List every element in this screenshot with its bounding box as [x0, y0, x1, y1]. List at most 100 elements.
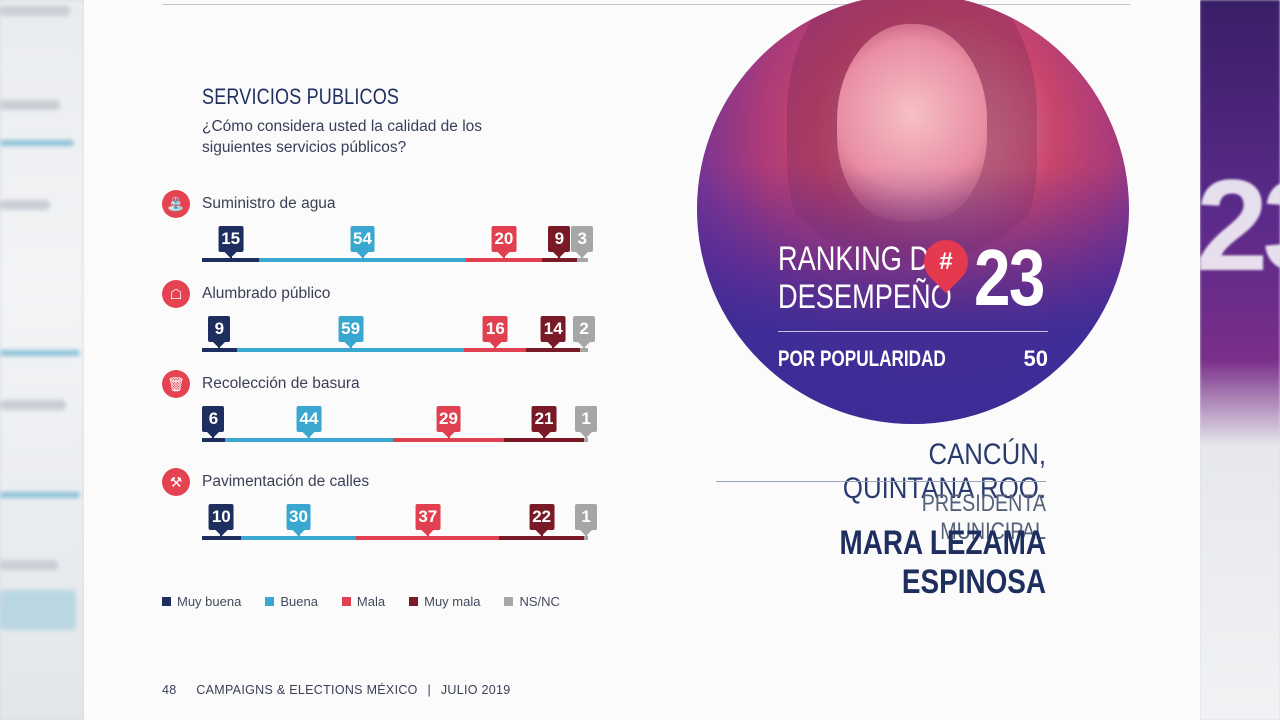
stacked-bar — [202, 348, 588, 352]
legend-swatch — [409, 597, 419, 606]
legend-swatch — [504, 597, 514, 606]
value-pin — [361, 252, 364, 260]
value-label: 9 — [548, 226, 571, 258]
bar-segment — [464, 348, 527, 352]
value-label: 14 — [540, 316, 566, 348]
popularity-value: 50 — [1023, 346, 1048, 371]
official-name: MARA LEZAMA ESPINOSA — [839, 524, 1046, 601]
service-label: Pavimentación de calles — [202, 473, 370, 490]
value-pin — [558, 252, 561, 260]
bar-segment — [499, 536, 585, 540]
value-pin — [308, 432, 310, 440]
value-pin — [583, 342, 586, 350]
value-pin — [220, 530, 223, 538]
legend-label: Muy buena — [177, 594, 242, 609]
legend-swatch — [265, 597, 275, 606]
city-name: CANCÚN, QUINTANA ROO. — [842, 438, 1046, 505]
stacked-bar — [202, 536, 588, 540]
bar-segment — [526, 348, 581, 352]
service-row: 🗑 Recolección de basura 6 44 29 21 1 — [162, 370, 612, 450]
section-title: SERVICIOS PUBLICOS — [202, 84, 400, 109]
portrait-gradient-overlay — [697, 0, 1129, 424]
value-pin — [229, 252, 232, 260]
legend-item: Buena — [265, 594, 318, 609]
bar-segment — [202, 258, 260, 262]
page-footer: 48 CAMPAIGNS & ELECTIONS MÉXICO | JULIO … — [162, 683, 511, 697]
value-label: 6 — [202, 406, 225, 438]
value-pin — [585, 432, 588, 440]
value-pin — [212, 432, 215, 440]
street-light-icon: ☖ — [162, 280, 190, 308]
value-label: 1 — [575, 406, 598, 438]
legend-item: Muy buena — [162, 594, 241, 609]
trash-bin-icon: 🗑 — [162, 370, 190, 398]
bar-segment — [465, 258, 543, 262]
bar-segment — [584, 536, 588, 540]
value-pin — [494, 342, 497, 350]
value-label: 21 — [531, 406, 557, 438]
value-pin — [349, 342, 352, 350]
value-label: 37 — [415, 504, 441, 536]
top-divider — [162, 4, 1130, 5]
value-label: 16 — [482, 316, 508, 348]
bar-segment — [580, 348, 588, 352]
bar-segment — [584, 438, 588, 442]
service-row: ⛲ Suministro de agua 15 54 20 9 3 — [162, 190, 612, 270]
value-label: 9 — [208, 316, 231, 348]
service-label: Alumbrado público — [202, 285, 331, 302]
legend-swatch — [162, 597, 171, 606]
bar-segment — [503, 438, 585, 442]
portrait-photo — [697, 0, 1129, 424]
stacked-bar — [202, 438, 588, 442]
value-pin — [585, 530, 588, 538]
value-pin — [447, 432, 450, 440]
bar-segment — [259, 258, 466, 262]
ranking-label-line1: RANKING DE — [778, 240, 948, 278]
ranking-label-line2: DESEMPEÑO — [778, 278, 952, 316]
blurred-right-background: 23 — [1200, 0, 1280, 720]
city-divider — [716, 481, 1046, 482]
value-pin — [581, 252, 584, 260]
value-label: 15 — [218, 226, 244, 258]
bar-segment — [240, 536, 357, 540]
survey-question: ¿Cómo considera usted la calidad de los … — [202, 118, 483, 156]
value-pin — [502, 252, 505, 260]
value-pin — [297, 530, 300, 538]
value-label: 59 — [338, 316, 364, 348]
footer-separator: | — [427, 683, 432, 697]
value-pin — [218, 342, 221, 350]
page-number: 48 — [162, 683, 177, 697]
blurred-left-background — [0, 0, 84, 720]
water-faucet-icon: ⛲ — [162, 190, 190, 218]
bar-segment — [393, 438, 504, 442]
value-pin — [543, 432, 546, 440]
service-label: Recolección de basura — [202, 375, 360, 392]
ranking-divider — [778, 331, 1048, 332]
value-pin — [540, 530, 543, 538]
road-worker-icon: ⚒ — [162, 468, 190, 496]
issue-date: JULIO 2019 — [440, 683, 511, 697]
legend-label: NS/NC — [519, 594, 560, 609]
stacked-bar — [202, 258, 588, 262]
bar-segment — [356, 536, 500, 540]
hash-pin-icon: # — [914, 230, 978, 294]
service-row: ☖ Alumbrado público 9 59 16 14 2 — [162, 280, 612, 360]
bar-segment — [224, 438, 394, 442]
bar-segment — [576, 258, 588, 262]
service-label: Suministro de agua — [202, 195, 336, 212]
legend-item: Mala — [341, 594, 386, 609]
official-role: PRESIDENTA MUNICIPAL — [921, 490, 1046, 545]
value-label: 1 — [575, 504, 598, 536]
legend: Muy buena Buena Mala Muy mala NS/NC — [162, 594, 560, 609]
legend-swatch — [341, 597, 351, 606]
value-label: 30 — [286, 504, 311, 536]
legend-label: Muy mala — [424, 594, 481, 609]
legend-label: Mala — [356, 594, 386, 609]
value-pin — [426, 530, 429, 538]
value-label: 10 — [208, 504, 234, 536]
publication-name: CAMPAIGNS & ELECTIONS MÉXICO — [196, 683, 418, 697]
value-label: 2 — [573, 316, 596, 348]
value-label: 3 — [571, 226, 594, 258]
bar-segment — [202, 536, 241, 540]
bar-segment — [202, 438, 225, 442]
